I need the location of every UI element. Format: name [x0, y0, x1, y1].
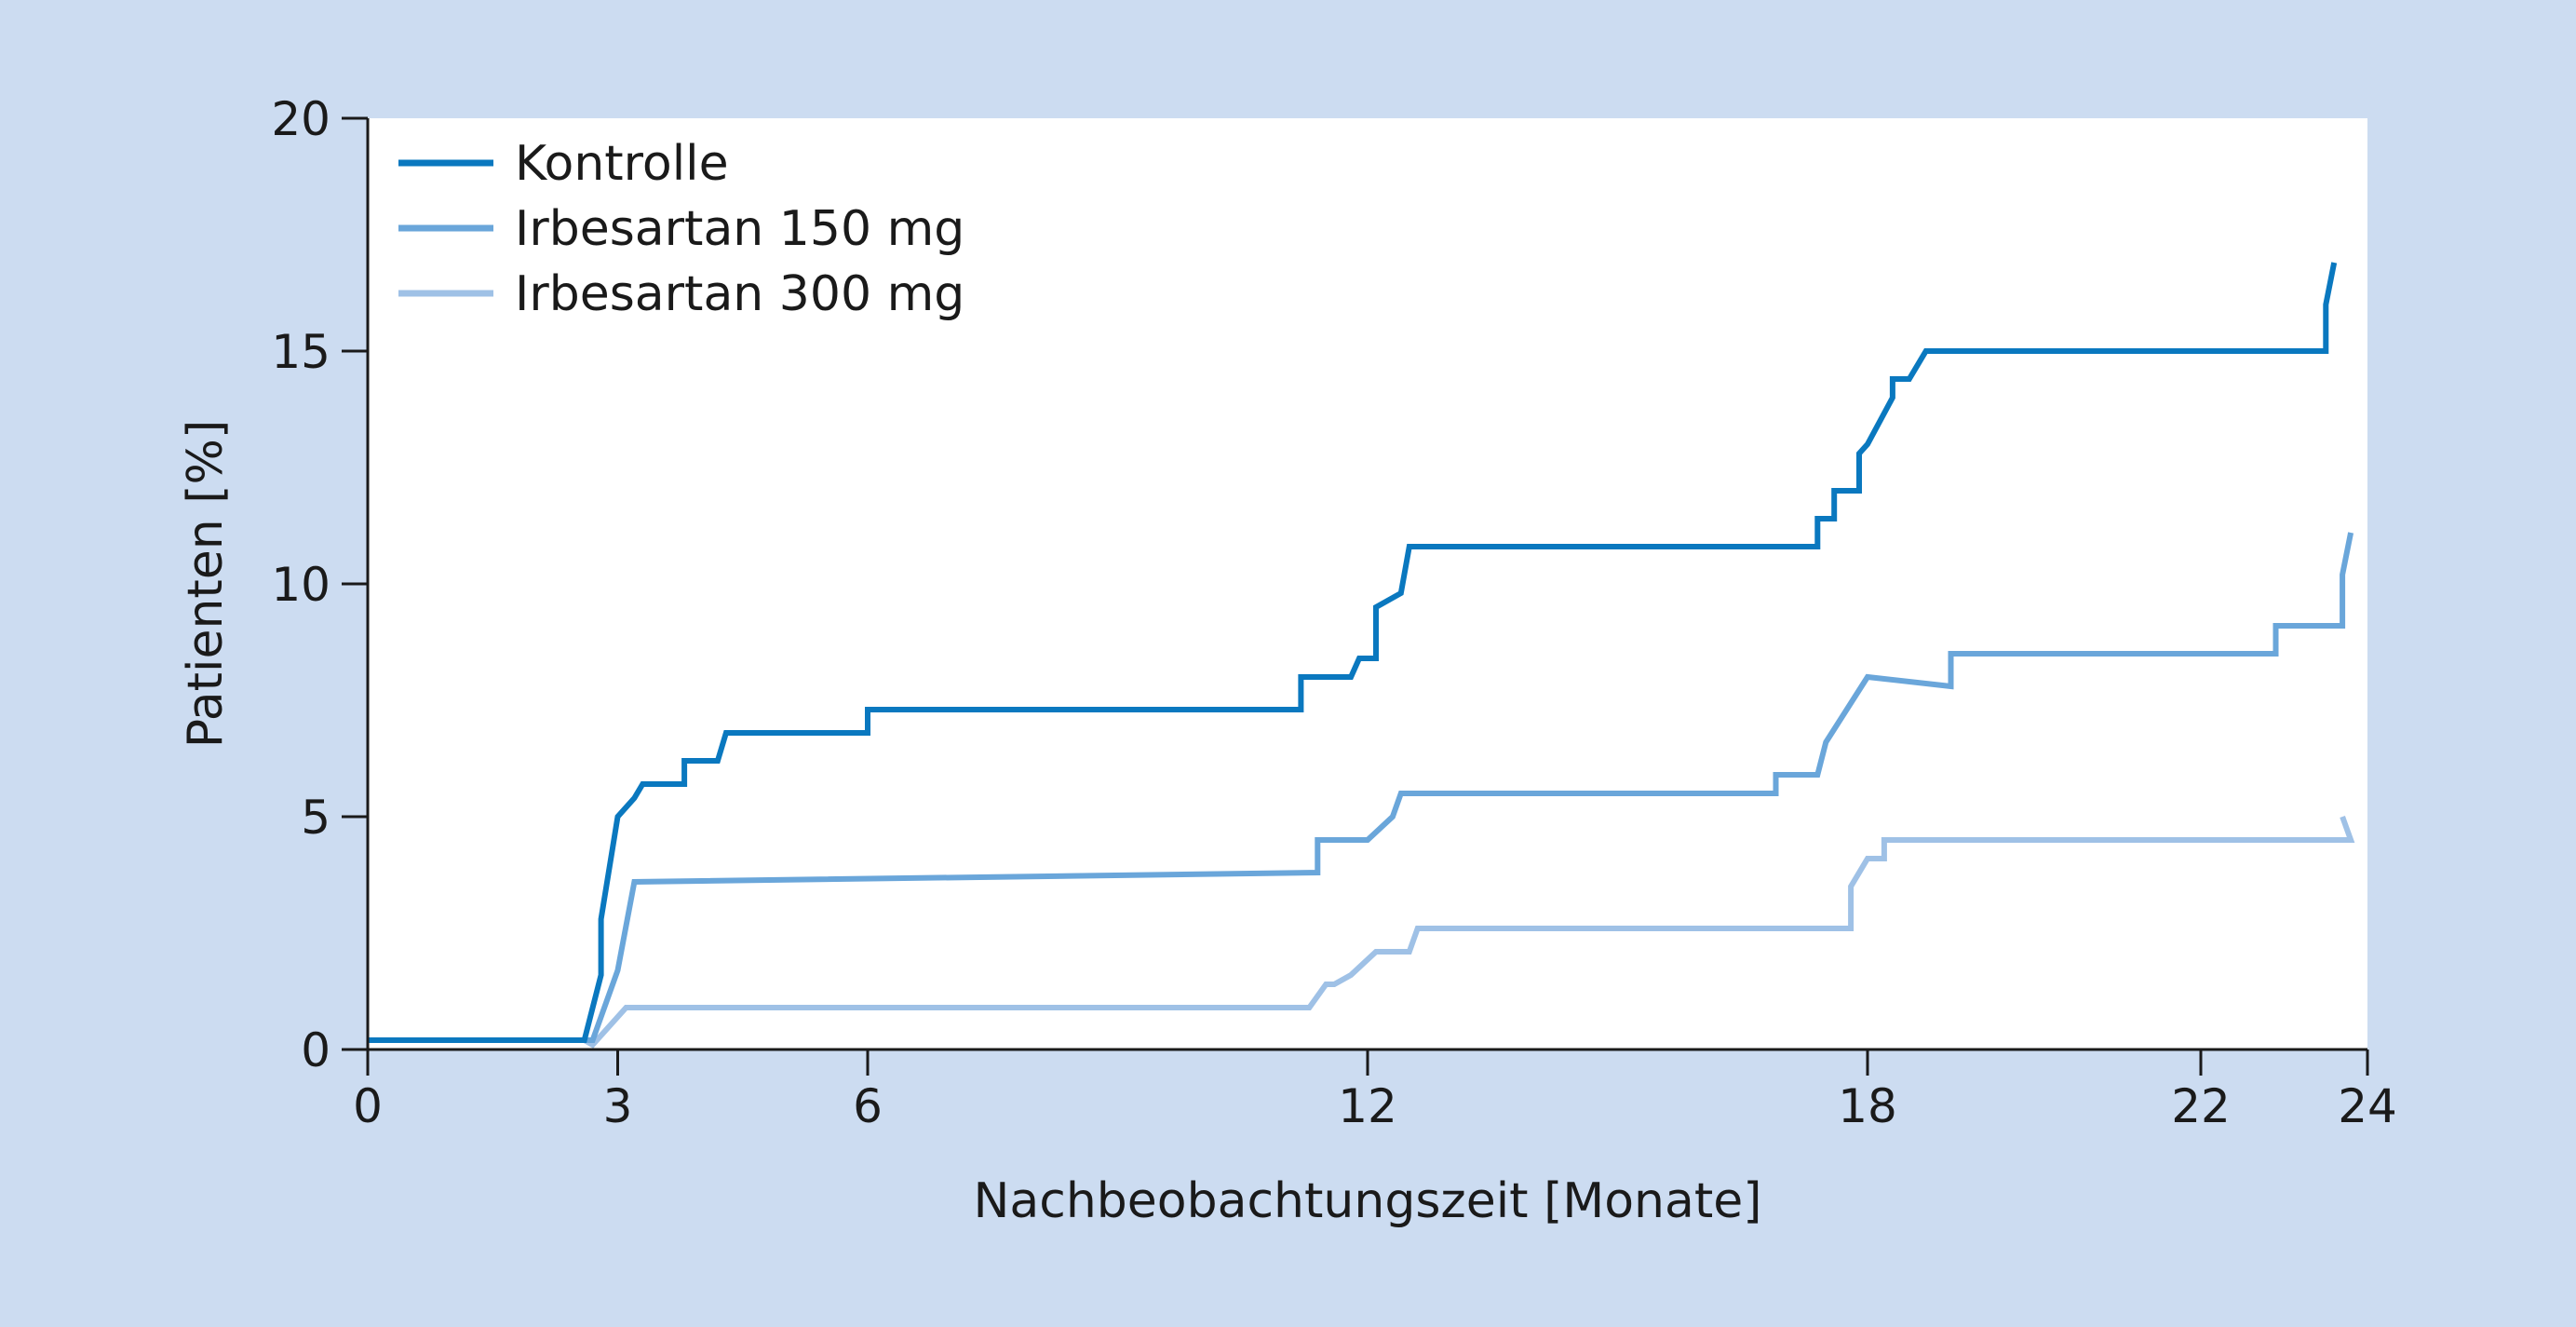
legend-label: Irbesartan 150 mg [515, 201, 964, 257]
y-tick-label: 0 [301, 1023, 330, 1077]
y-tick-label: 10 [271, 558, 330, 612]
y-tick-label: 5 [301, 791, 330, 845]
plot-area [368, 118, 2367, 1049]
x-tick-label: 3 [603, 1079, 633, 1133]
x-tick-label: 18 [1838, 1079, 1897, 1133]
legend-label: Irbesartan 300 mg [515, 266, 964, 322]
legend: Kontrolle Irbesartan 150 mg Irbesartan 300… [398, 136, 964, 322]
x-tick-label: 12 [1338, 1079, 1397, 1133]
series-line-kontrolle [368, 262, 2338, 1043]
legend-item-irbesartan-150: Irbesartan 150 mg [398, 201, 964, 257]
y-axis-label: Patienten [%] [178, 420, 234, 749]
x-tick-label: 22 [2171, 1079, 2231, 1133]
y-axis-ticks: 0 5 10 15 20 [271, 92, 368, 1077]
x-axis-label: Nachbeobachtungszeit [Monate] [973, 1173, 1761, 1229]
y-tick-label: 15 [271, 325, 330, 379]
x-axis-ticks: 0 3 6 12 18 22 24 [353, 1049, 2397, 1133]
series-line-irbesartan-150 [368, 532, 2354, 1043]
legend-item-irbesartan-300: Irbesartan 300 mg [398, 266, 964, 322]
x-tick-label: 6 [853, 1079, 883, 1133]
series-line-irbesartan-300 [368, 815, 2355, 1049]
x-tick-label: 24 [2338, 1079, 2397, 1133]
x-tick-label: 0 [353, 1079, 383, 1133]
series-layer [368, 262, 2355, 1049]
legend-item-kontrolle: Kontrolle [398, 136, 729, 192]
y-tick-label: 20 [271, 92, 330, 146]
legend-label: Kontrolle [515, 136, 729, 192]
